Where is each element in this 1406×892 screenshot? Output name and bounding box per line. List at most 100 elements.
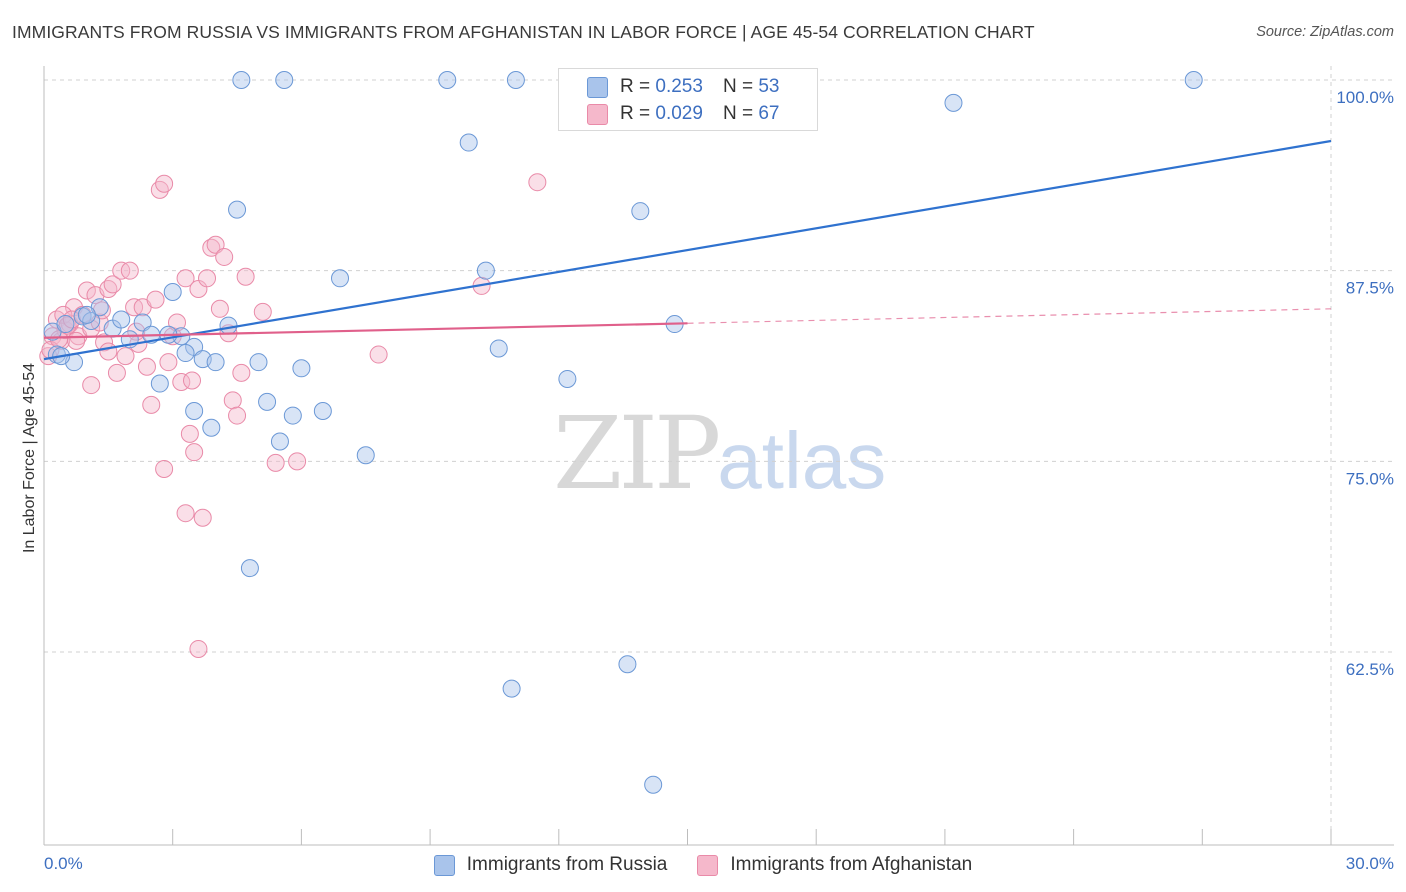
- afghanistan-point: [223, 391, 242, 410]
- bottom-legend-russia: Immigrants from Russia: [433, 854, 668, 876]
- russia-point: [489, 339, 508, 358]
- afghanistan-point: [103, 275, 122, 294]
- russia-point: [240, 559, 259, 578]
- russia-point: [258, 392, 277, 411]
- legend-n-label: N =: [722, 76, 754, 97]
- afghanistan-point: [92, 301, 111, 320]
- afghanistan-point: [99, 342, 118, 361]
- afghanistan-point: [210, 299, 229, 318]
- bottom-legend-label-russia: Immigrants from Russia: [466, 854, 668, 875]
- source-credit: Source: ZipAtlas.com: [1256, 24, 1394, 40]
- afghanistan-point: [176, 504, 195, 523]
- afghanistan-point: [107, 363, 126, 382]
- x-tick-label-max: 30.0%: [1346, 854, 1394, 873]
- bottom-legend-swatch-russia: [433, 854, 455, 876]
- russia-point: [56, 315, 75, 334]
- afghanistan-trend-line: [43, 322, 688, 339]
- afghanistan-point: [215, 247, 234, 266]
- afghanistan-point: [137, 357, 156, 376]
- afghanistan-point: [228, 406, 247, 425]
- bottom-legend-afghanistan: Immigrants from Afghanistan: [697, 854, 972, 876]
- russia-trend-line: [43, 139, 1332, 361]
- russia-point: [133, 313, 152, 332]
- afghanistan-point: [142, 395, 161, 414]
- legend-r-label: R =: [620, 76, 651, 97]
- y-axis-title: In Labor Force | Age 45-54: [21, 363, 38, 553]
- afghanistan-point: [120, 261, 139, 280]
- russia-point: [356, 446, 375, 465]
- russia-point: [438, 71, 457, 89]
- russia-points: [43, 71, 1203, 794]
- russia-point: [228, 200, 247, 219]
- russia-point: [331, 269, 350, 288]
- russia-point: [232, 71, 251, 89]
- afghanistan-point: [232, 363, 251, 382]
- y-tick-label: 62.5%: [1346, 660, 1394, 679]
- russia-point: [313, 401, 332, 420]
- y-tick-label: 100.0%: [1336, 88, 1394, 107]
- legend-r-label: R =: [620, 103, 651, 124]
- legend-row-russia: R = 0.253 N = 53: [559, 74, 779, 100]
- legend-n-value-russia: 53: [758, 76, 780, 97]
- afghanistan-point: [116, 347, 135, 366]
- legend-row-afghanistan: R = 0.029 N = 67: [559, 101, 779, 127]
- russia-point: [644, 775, 663, 794]
- afghanistan-point: [183, 371, 202, 390]
- afghanistan-point: [77, 281, 96, 300]
- afghanistan-point: [253, 302, 272, 321]
- russia-point: [77, 305, 96, 324]
- afghanistan-point: [266, 453, 285, 472]
- axes: [43, 66, 1394, 846]
- afghanistan-point: [62, 310, 81, 329]
- afghanistan-point: [236, 267, 255, 286]
- russia-point: [249, 353, 268, 372]
- afghanistan-point: [528, 173, 547, 192]
- russia-point: [275, 71, 294, 89]
- russia-point: [618, 655, 637, 674]
- russia-point: [944, 93, 963, 112]
- afghanistan-point: [155, 459, 174, 478]
- afghanistan-point: [155, 174, 174, 193]
- legend-n-label: N =: [722, 103, 754, 124]
- russia-point: [206, 353, 225, 372]
- afghanistan-trend-line-extrapolated: [687, 308, 1332, 324]
- chart-title: IMMIGRANTS FROM RUSSIA VS IMMIGRANTS FRO…: [12, 22, 1035, 42]
- russia-point: [185, 401, 204, 420]
- afghanistan-point: [180, 424, 199, 443]
- bottom-legend-label-afghanistan: Immigrants from Afghanistan: [730, 854, 973, 875]
- russia-point: [476, 261, 495, 280]
- russia-point: [502, 679, 521, 698]
- russia-point: [506, 71, 525, 89]
- y-tick-label: 75.0%: [1346, 469, 1394, 488]
- russia-point: [112, 310, 131, 329]
- afghanistan-point: [185, 443, 204, 462]
- afghanistan-point: [206, 235, 225, 254]
- afghanistan-point: [159, 353, 178, 372]
- legend-n-value-afghanistan: 67: [758, 103, 780, 124]
- afghanistan-point: [95, 333, 114, 352]
- x-tick-label-min: 0.0%: [44, 854, 83, 873]
- afghanistan-point: [146, 290, 165, 309]
- afghanistan-point: [176, 269, 195, 288]
- legend-r-value-russia: 0.253: [655, 76, 703, 97]
- legend: R = 0.253 N = 53 R = 0.029 N = 67: [558, 68, 818, 131]
- gridlines: [44, 66, 1394, 845]
- legend-swatch-russia: [587, 76, 608, 98]
- russia-point: [558, 369, 577, 388]
- afghanistan-point: [369, 345, 388, 364]
- russia-point: [176, 344, 195, 363]
- afghanistan-point: [288, 452, 307, 471]
- russia-point: [163, 283, 182, 302]
- afghanistan-point: [67, 331, 86, 350]
- y-tick-labels: 62.5% 75.0% 87.5% 100.0%: [1336, 88, 1394, 679]
- russia-point: [202, 418, 221, 437]
- afghanistan-point: [189, 639, 208, 658]
- russia-point: [631, 202, 650, 221]
- bottom-legend: Immigrants from Russia Immigrants from A…: [0, 851, 1406, 879]
- legend-r-value-afghanistan: 0.029: [655, 103, 703, 124]
- russia-point: [1184, 71, 1203, 89]
- bottom-legend-swatch-afghanistan: [697, 854, 719, 876]
- russia-point: [459, 133, 478, 152]
- trend-lines: [43, 139, 1332, 361]
